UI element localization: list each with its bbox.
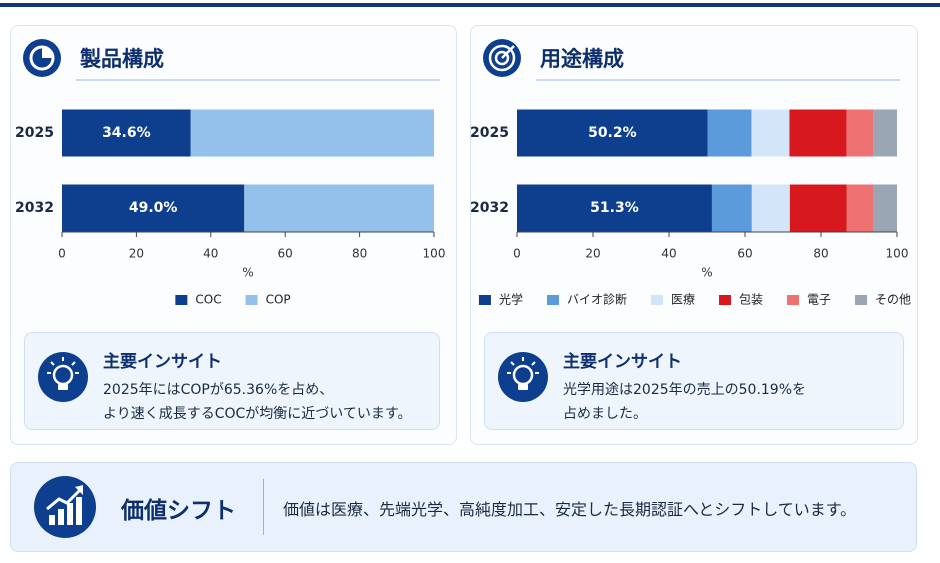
x-tick-label: 0 [513, 247, 521, 261]
legend-label: COP [266, 293, 291, 307]
bar-segment [62, 184, 245, 232]
legend-swatch [175, 295, 188, 305]
x-tick-label: 100 [886, 247, 909, 261]
x-tick-label: 60 [278, 247, 293, 261]
bar-segment [711, 184, 752, 232]
legend-label: 包装 [739, 292, 763, 307]
bar-segment [190, 109, 434, 157]
chart-title: 製品構成 [79, 47, 164, 71]
value-label: 49.0% [129, 200, 178, 216]
value-shift-banner: 価値シフト 価値は医療、先端光学、高純度加工、安定した長期認証へとシフトしていま… [10, 462, 917, 552]
x-tick-label: 60 [737, 247, 752, 261]
bar-segment [873, 109, 897, 157]
legend-swatch [719, 295, 731, 305]
legend-label: バイオ診断 [567, 292, 627, 307]
bar-segment [517, 184, 712, 232]
pie-icon [23, 39, 61, 77]
bulb-icon [498, 352, 548, 402]
x-axis-label: % [242, 266, 253, 280]
bar-segment [751, 109, 790, 157]
growth-icon [34, 476, 96, 538]
bar-segment [789, 109, 847, 157]
legend-swatch [245, 295, 258, 305]
bar-segment [846, 109, 874, 157]
bar-segment [517, 109, 708, 157]
insight-line: 占めました。 [563, 406, 647, 422]
bar-segment [707, 109, 752, 157]
bar-segment [751, 184, 790, 232]
insight-box: 主要インサイト 2025年にはCOPが65.36%を占め、 より速く成長するCO… [24, 332, 440, 430]
insight-line: より速く成長するCOCが均衡に近づいています。 [103, 406, 412, 422]
bar-segment [244, 184, 434, 232]
chart-title: 用途構成 [540, 47, 624, 71]
insight-box: 主要インサイト 光学用途は2025年の売上の50.19%を 占めました。 [484, 332, 904, 430]
separator [263, 479, 264, 535]
bar-segment [62, 109, 191, 157]
banner-title: 価値シフト [121, 498, 236, 524]
y-tick-label: 2025 [470, 125, 509, 141]
legend-swatch [855, 295, 868, 305]
x-tick-label: 80 [813, 247, 828, 261]
insight-title: 主要インサイト [103, 352, 222, 372]
x-tick-label: 20 [129, 247, 144, 261]
bar-segment [873, 184, 897, 232]
insight-line: 光学用途は2025年の売上の50.19%を [563, 382, 807, 398]
legend-swatch [546, 295, 559, 305]
y-tick-label: 2032 [15, 200, 54, 216]
x-tick-label: 20 [585, 247, 600, 261]
x-tick-label: 100 [423, 247, 446, 261]
legend-swatch [787, 295, 800, 305]
x-tick-label: 40 [661, 247, 676, 261]
value-label: 51.3% [590, 200, 639, 216]
legend-label: 電子 [807, 293, 831, 307]
legend-label: その他 [875, 293, 911, 307]
legend-label: 医療 [671, 293, 695, 307]
bar-segment [789, 184, 847, 232]
y-tick-label: 2032 [470, 200, 509, 216]
legend-label: 光学 [499, 292, 523, 307]
x-tick-label: 40 [203, 247, 218, 261]
insight-title: 主要インサイト [563, 352, 682, 372]
legend-label: COC [195, 293, 221, 307]
x-tick-label: 80 [352, 247, 367, 261]
x-axis-label: % [701, 266, 712, 280]
banner-text: 価値は医療、先端光学、高純度加工、安定した長期認証へとシフトしています。 [283, 500, 857, 519]
bar-segment [846, 184, 874, 232]
top-rule [0, 3, 940, 7]
bulb-icon [38, 352, 88, 402]
x-tick-label: 0 [58, 247, 66, 261]
y-tick-label: 2025 [15, 125, 54, 141]
legend-swatch [650, 295, 663, 305]
value-label: 50.2% [588, 125, 637, 141]
legend-swatch [478, 295, 491, 305]
value-label: 34.6% [102, 125, 151, 141]
target-icon [483, 39, 521, 77]
legend: 光学 バイオ診断 医療 包装 電子 その他 [478, 292, 911, 307]
insight-line: 2025年にはCOPが65.36%を占め、 [103, 382, 334, 398]
legend: COC COP [175, 293, 291, 307]
